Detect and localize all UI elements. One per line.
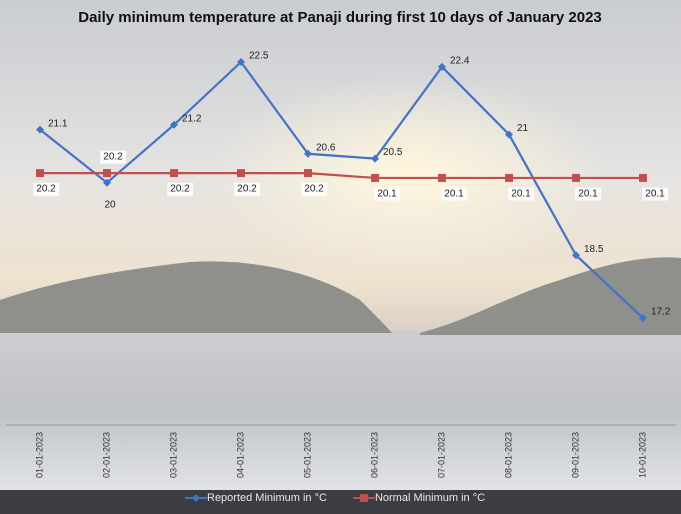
data-label: 20.2	[36, 184, 56, 195]
x-tick-label: 10-01-2023	[637, 432, 647, 478]
marker	[170, 169, 178, 178]
marker	[505, 130, 513, 139]
legend-marker	[359, 494, 368, 502]
x-tick-label: 08-01-2023	[503, 432, 513, 478]
series-line	[40, 171, 643, 180]
x-tick-label: 04-01-2023	[235, 432, 245, 478]
label-box	[575, 187, 602, 201]
x-tick-label: 07-01-2023	[436, 432, 446, 478]
data-label: 21.2	[182, 113, 202, 124]
legend-label: Reported Minimum in °C	[207, 492, 327, 504]
marker	[103, 178, 111, 187]
sea	[0, 330, 681, 494]
data-label: 20.2	[237, 184, 257, 195]
legend-label: Normal Minimum in °C	[375, 492, 485, 504]
label-box	[33, 182, 60, 196]
label-box	[234, 182, 261, 196]
label-box	[441, 187, 468, 201]
label-box	[167, 182, 194, 196]
data-label: 21	[517, 123, 529, 134]
label-box	[100, 150, 127, 164]
plot: 01-01-2023 02-01-2023 03-01-2023 04-01-2023…	[33, 51, 671, 478]
marker	[639, 314, 647, 322]
data-label: 20.5	[383, 147, 403, 158]
marker	[438, 173, 446, 182]
marker	[103, 169, 111, 178]
marker	[170, 120, 178, 129]
marker	[505, 173, 513, 182]
marker	[304, 169, 312, 178]
data-label: 20.1	[645, 189, 665, 200]
hill-left	[0, 261, 392, 333]
data-label: 20.1	[444, 189, 464, 200]
data-label: 20.1	[377, 189, 397, 200]
marker	[36, 125, 44, 134]
marker	[304, 149, 312, 158]
x-tick-label: 06-01-2023	[369, 432, 379, 478]
data-label: 20.2	[170, 184, 190, 195]
marker	[36, 169, 44, 178]
label-box	[642, 187, 669, 201]
series-line	[39, 60, 644, 319]
data-label: 22.4	[450, 55, 470, 66]
legend-strip	[0, 490, 681, 514]
marker	[572, 173, 580, 182]
legend-marker	[192, 494, 200, 502]
data-label: 20.1	[578, 189, 598, 200]
x-tick-label: 01-01-2023	[34, 432, 44, 478]
data-label: 20.2	[103, 152, 123, 163]
marker	[237, 169, 245, 178]
marker	[371, 173, 379, 182]
chart-title: Daily minimum temperature at Panaji duri…	[78, 9, 602, 26]
data-label: 20.1	[511, 189, 531, 200]
x-tick-label: 02-01-2023	[101, 432, 111, 478]
x-tick-label: 05-01-2023	[302, 432, 312, 478]
data-label: 22.5	[249, 51, 269, 62]
data-label: 20	[104, 199, 116, 210]
data-label: 21.1	[48, 118, 68, 129]
hill-right	[420, 257, 681, 335]
data-label: 17.2	[651, 307, 671, 318]
marker	[438, 62, 446, 71]
marker	[371, 154, 379, 163]
data-label: 18.5	[584, 244, 604, 255]
label-box	[508, 187, 535, 201]
data-label: 20.2	[304, 184, 324, 195]
marker	[572, 251, 580, 260]
marker	[237, 58, 245, 66]
marker	[639, 173, 647, 182]
label-box	[301, 182, 328, 196]
x-tick-label: 09-01-2023	[570, 432, 580, 478]
label-box	[374, 187, 401, 201]
x-tick-label: 03-01-2023	[168, 432, 178, 478]
data-label: 20.6	[316, 142, 336, 153]
